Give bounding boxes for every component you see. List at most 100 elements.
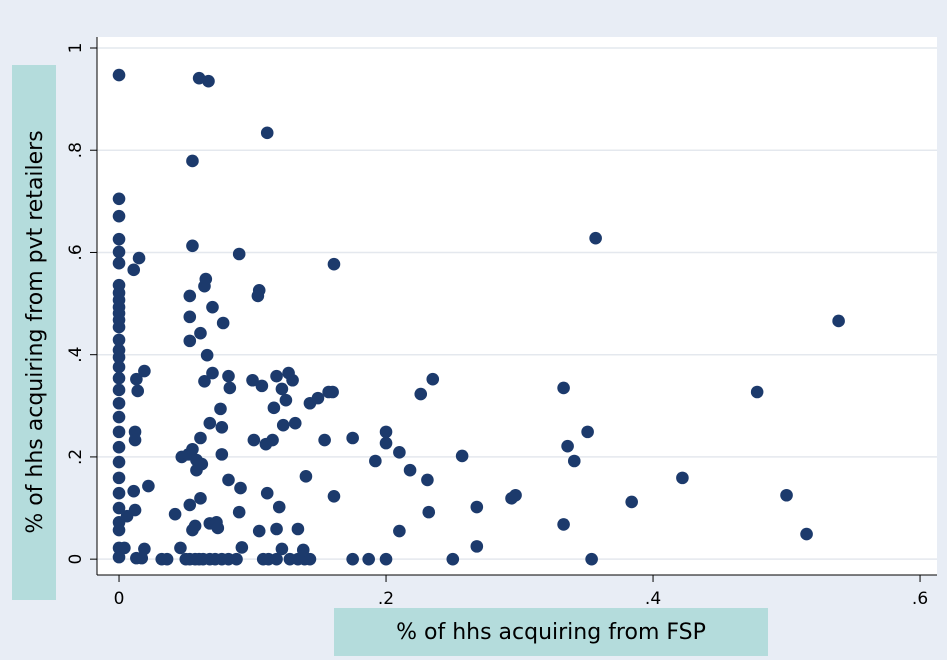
point — [275, 382, 289, 396]
point — [299, 470, 313, 483]
point — [194, 431, 207, 445]
point — [215, 448, 229, 461]
point — [800, 527, 813, 541]
point — [426, 372, 440, 386]
points — [112, 68, 845, 566]
point — [247, 433, 261, 447]
point — [186, 442, 199, 456]
point — [194, 492, 207, 505]
point — [112, 256, 126, 270]
point — [421, 473, 434, 487]
point — [112, 245, 126, 259]
point — [112, 209, 126, 223]
point — [215, 420, 229, 434]
point — [112, 333, 126, 347]
point — [275, 542, 289, 556]
x-axis-title: % of hhs acquiring from FSP — [396, 620, 706, 645]
point — [260, 126, 274, 140]
point — [206, 366, 219, 380]
point — [327, 257, 341, 271]
point — [303, 552, 317, 566]
point — [270, 552, 283, 566]
point — [230, 552, 243, 566]
point — [276, 418, 290, 432]
point — [393, 446, 406, 459]
point — [470, 500, 484, 514]
point — [127, 484, 141, 498]
point — [832, 314, 845, 328]
point — [470, 540, 484, 553]
point — [112, 455, 126, 469]
point — [112, 410, 126, 424]
point — [128, 503, 142, 517]
point — [581, 425, 594, 439]
point — [198, 374, 211, 388]
point — [112, 425, 126, 439]
point — [112, 350, 126, 364]
point — [112, 383, 126, 397]
y-tick-label: .4 — [66, 347, 86, 363]
point — [270, 369, 283, 383]
point — [346, 431, 359, 445]
point — [112, 360, 126, 374]
point — [142, 479, 155, 493]
point — [318, 433, 331, 447]
point — [160, 552, 174, 566]
point — [379, 436, 393, 450]
point — [138, 364, 151, 378]
point — [112, 501, 126, 515]
point — [567, 454, 581, 468]
point — [183, 289, 197, 303]
point — [206, 300, 219, 314]
point — [168, 507, 182, 521]
point — [311, 391, 325, 405]
point — [138, 542, 151, 556]
point — [222, 369, 235, 383]
point — [112, 471, 126, 485]
point — [561, 439, 574, 453]
point — [414, 387, 428, 401]
point — [267, 401, 281, 415]
point — [266, 433, 279, 447]
point — [379, 552, 393, 566]
point — [222, 473, 235, 487]
point — [186, 239, 199, 253]
point — [270, 522, 283, 536]
point — [112, 320, 126, 334]
point — [362, 552, 375, 566]
point — [195, 457, 209, 471]
point — [112, 68, 126, 82]
point — [211, 521, 225, 535]
point — [750, 385, 764, 399]
point — [288, 416, 302, 430]
point — [252, 524, 266, 538]
grid — [97, 47, 937, 560]
y-tick-label: 1 — [66, 43, 86, 54]
y-label-box — [12, 65, 56, 600]
point — [118, 541, 131, 555]
x-tick-label: .4 — [645, 589, 661, 609]
point — [112, 371, 126, 385]
point — [232, 505, 246, 519]
x-label-box — [334, 608, 768, 656]
point — [455, 449, 469, 463]
y-tick-label: .2 — [66, 449, 86, 465]
point — [260, 486, 274, 500]
point — [235, 541, 249, 554]
point — [232, 247, 246, 261]
point — [403, 463, 417, 477]
point — [186, 154, 199, 168]
point — [279, 393, 293, 407]
point — [194, 326, 207, 340]
point — [223, 381, 237, 395]
ticks: 0 .2 .4 .6 .8 1 0 .2 .4 .6 — [66, 43, 928, 609]
point — [780, 488, 793, 502]
y-tick-label: .6 — [66, 244, 86, 260]
point — [286, 373, 299, 387]
point — [127, 263, 141, 277]
point — [326, 385, 339, 399]
point — [346, 552, 359, 566]
point — [327, 489, 341, 503]
point — [200, 348, 214, 362]
y-tick-label: 0 — [66, 554, 86, 565]
